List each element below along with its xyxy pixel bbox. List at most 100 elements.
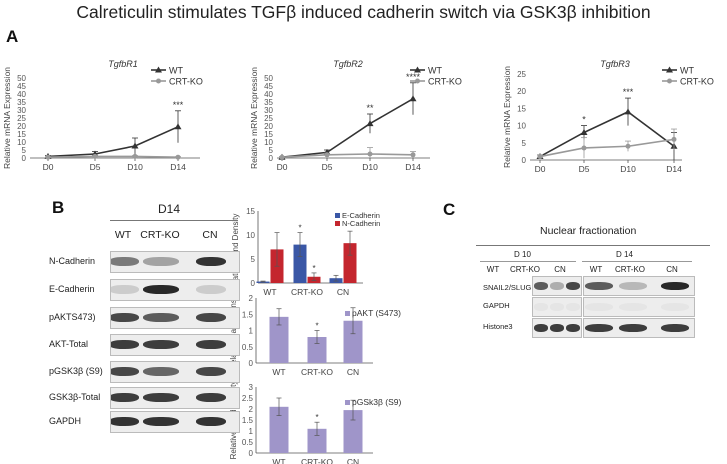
data-point — [624, 108, 632, 115]
significance-label: *** — [173, 100, 184, 110]
bar — [343, 243, 357, 283]
data-point — [174, 123, 182, 130]
legend-label: WT — [680, 66, 694, 76]
legend-swatch — [345, 311, 350, 316]
legend-marker — [156, 78, 161, 84]
blot-strip — [532, 276, 582, 296]
protein-band — [196, 367, 226, 376]
blot-strip — [583, 297, 695, 317]
bar — [293, 244, 307, 283]
bar — [307, 428, 327, 453]
x-tick-label: CRT-KO — [301, 367, 333, 377]
data-point — [410, 152, 416, 158]
panel-letter-c: C — [443, 200, 456, 219]
y-tick-label: 45 — [17, 82, 26, 91]
protein-band — [661, 303, 689, 311]
data-point — [581, 145, 587, 151]
x-tick-label: WT — [263, 287, 276, 297]
y-tick-label: 40 — [17, 90, 26, 99]
protein-band — [566, 282, 580, 290]
protein-band — [550, 303, 564, 311]
x-tick-label: D5 — [322, 162, 333, 172]
y-tick-label: 15 — [264, 130, 273, 139]
chart-title: TgfbR3 — [600, 59, 630, 69]
protein-band — [143, 417, 179, 426]
y-tick-label: 2 — [249, 294, 254, 303]
legend-label: WT — [428, 66, 442, 76]
series-line — [47, 155, 179, 158]
y-tick-label: 0.5 — [242, 438, 254, 447]
chart-title: TgfbR2 — [333, 59, 363, 69]
x-tick-label: CN — [347, 367, 359, 377]
protein-band — [143, 393, 179, 402]
blot-strip — [110, 334, 240, 356]
y-tick-label: 3 — [249, 383, 254, 392]
lane-label: CN — [554, 265, 566, 274]
x-tick-label: D5 — [90, 162, 101, 172]
y-tick-label: 25 — [17, 114, 26, 123]
y-tick-label: 0 — [269, 154, 274, 163]
y-tick-label: 20 — [517, 87, 526, 96]
protein-band — [661, 282, 689, 290]
legend-swatch — [335, 221, 340, 226]
legend-label: CRT-KO — [169, 77, 203, 87]
y-tick-label: 20 — [264, 122, 273, 131]
blot-strip — [583, 318, 695, 338]
blot-strip — [110, 251, 240, 273]
significance-label: * — [315, 322, 318, 331]
blot-row-label: AKT-Total — [49, 339, 89, 349]
blot-strip — [583, 276, 695, 296]
x-tick-label: D14 — [666, 164, 682, 174]
x-tick-label: D0 — [277, 162, 288, 172]
protein-band — [196, 417, 226, 426]
x-tick-label: CN — [337, 287, 349, 297]
data-point — [367, 151, 373, 157]
y-tick-label: 25 — [264, 114, 273, 123]
blot-row-label: GAPDH — [483, 301, 510, 310]
data-point — [671, 136, 677, 142]
protein-band — [143, 285, 179, 294]
blot-row-label: SNAIL2/SLUG — [483, 283, 532, 292]
data-point — [132, 153, 138, 159]
protein-band — [111, 257, 139, 266]
protein-band — [619, 324, 647, 332]
significance-label: * — [312, 264, 315, 273]
protein-band — [196, 340, 226, 349]
protein-band — [143, 313, 179, 322]
panel-letter-a: A — [6, 27, 19, 46]
x-tick-label: WT — [272, 457, 285, 464]
bar — [269, 406, 289, 453]
blot-row-label: N-Cadherin — [49, 256, 96, 266]
significance-label: *** — [623, 87, 634, 97]
y-tick-label: 30 — [264, 106, 273, 115]
data-point — [279, 154, 285, 160]
x-tick-label: WT — [272, 367, 285, 377]
blot-strip — [110, 361, 240, 383]
y-tick-label: 1 — [249, 427, 254, 436]
blot-strip — [532, 318, 582, 338]
protein-band — [196, 393, 226, 402]
protein-band — [196, 285, 226, 294]
y-axis-label: Relative mRNA Expression — [249, 67, 259, 169]
protein-band — [619, 303, 647, 311]
protein-band — [111, 340, 139, 349]
y-tick-label: 5 — [251, 255, 256, 264]
legend-label: CRT-KO — [428, 77, 462, 87]
legend-label: WT — [169, 66, 183, 76]
blot-group-line — [476, 245, 710, 246]
y-tick-label: 0 — [249, 449, 254, 458]
y-tick-label: 0 — [251, 279, 256, 288]
y-tick-label: 35 — [264, 98, 273, 107]
y-tick-label: 0.5 — [242, 343, 254, 352]
y-tick-label: 10 — [246, 231, 255, 240]
protein-band — [566, 324, 580, 332]
series-line — [539, 110, 675, 158]
data-point — [409, 95, 417, 102]
x-tick-label: D14 — [170, 162, 186, 172]
blot-row-label: pAKTS473) — [49, 312, 96, 322]
x-tick-label: D10 — [127, 162, 143, 172]
blot-row-label: E-Cadherin — [49, 284, 95, 294]
lane-label: CRT-KO — [140, 229, 180, 241]
y-tick-label: 10 — [517, 122, 526, 131]
